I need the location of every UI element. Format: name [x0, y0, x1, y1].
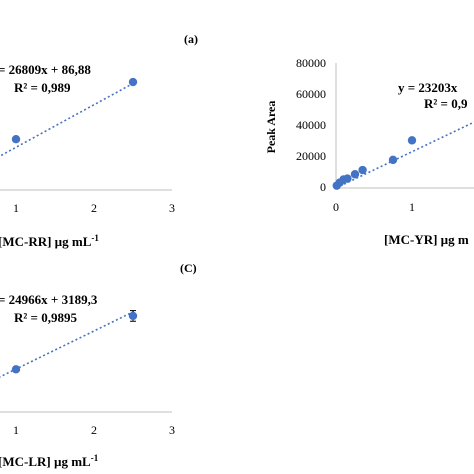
y-tick-label: 20000: [296, 149, 326, 163]
x-axis-label: [MC-LR] µg mL-1: [0, 453, 99, 469]
x-tick-label: 3: [169, 423, 175, 437]
y-tick-label: 40000: [296, 118, 326, 132]
panel-label-a: (a): [184, 32, 198, 46]
equation-label: = 26809x + 86,88: [0, 62, 91, 77]
trendline: [0, 310, 135, 378]
data-point: [388, 155, 398, 165]
panel-b: Peak Area 0 20000 40000 60000 80000 0 1 …: [264, 56, 474, 247]
data-point: [343, 174, 352, 183]
x-tick-label: 0: [333, 200, 339, 214]
data-points: [332, 136, 417, 190]
x-tick-labels: 1 2 3: [13, 423, 175, 437]
panel-label-c: (C): [180, 261, 197, 275]
y-tick-label: 0: [320, 180, 326, 194]
x-tick-label: 1: [409, 200, 415, 214]
x-axis-label: [MC-RR] µg mL-1: [0, 233, 99, 249]
x-tick-label: 1: [13, 423, 19, 437]
y-tick-label: 80000: [296, 56, 326, 70]
r-squared-label: R² = 0,989: [14, 80, 71, 95]
data-point: [350, 170, 360, 179]
equation-label: = 24966x + 3189,3: [0, 292, 98, 307]
r-squared-label: R² = 0,9895: [14, 310, 77, 325]
r-squared-label: R² = 0,9: [424, 96, 468, 111]
data-points: [11, 310, 138, 374]
data-point: [407, 136, 417, 145]
equation-label: y = 23203x: [398, 80, 458, 95]
x-tick-labels: 0 1: [333, 200, 415, 214]
data-point: [11, 135, 21, 144]
trendline: [335, 121, 474, 189]
y-axis-label: Peak Area: [264, 101, 278, 154]
x-tick-label: 2: [91, 423, 97, 437]
y-tick-label: 60000: [296, 87, 326, 101]
data-point: [128, 311, 138, 321]
data-point: [128, 77, 138, 87]
data-points: [11, 77, 138, 144]
panel-c: (C) 1 2 3 = 24966x + 3189,3 R² = 0,9895 …: [0, 261, 197, 469]
trendline: [0, 81, 135, 157]
x-tick-label: 2: [91, 201, 97, 215]
data-point: [358, 165, 367, 175]
data-point: [11, 365, 21, 374]
x-axis-label: [MC-YR] µg m: [384, 232, 469, 247]
x-tick-label: 3: [169, 201, 175, 215]
x-tick-labels: 1 2 3: [13, 201, 175, 215]
x-tick-label: 1: [13, 201, 19, 215]
panel-a: (a) 1 2 3 = 26809x + 86,88 R² = 0,989 [M…: [0, 32, 198, 249]
y-tick-labels: 0 20000 40000 60000 80000: [296, 56, 326, 194]
